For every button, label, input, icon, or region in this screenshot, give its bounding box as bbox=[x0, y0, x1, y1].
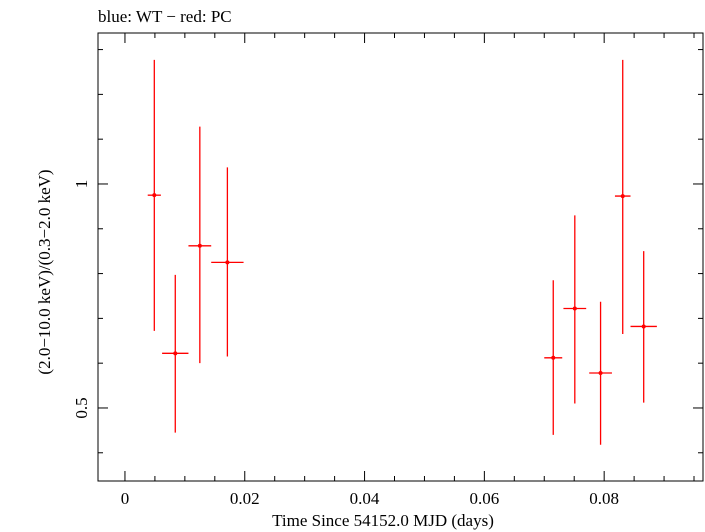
y-tick-label: 0.5 bbox=[72, 397, 91, 418]
y-axis-label: (2.0−10.0 keV)/(0.3−2.0 keV) bbox=[35, 169, 54, 374]
data-series-pc bbox=[147, 59, 657, 445]
point-marker bbox=[620, 194, 625, 199]
x-tick-label: 0.06 bbox=[469, 489, 499, 508]
point-marker bbox=[641, 324, 646, 329]
x-tick-label: 0.08 bbox=[589, 489, 619, 508]
y-tick-label: 1 bbox=[72, 180, 91, 189]
point-marker bbox=[572, 306, 577, 311]
point-marker bbox=[173, 351, 178, 356]
y-axis: 0.51 bbox=[72, 49, 703, 454]
data-point bbox=[211, 167, 244, 357]
point-marker bbox=[152, 193, 157, 198]
x-axis-label: Time Since 54152.0 MJD (days) bbox=[272, 511, 494, 530]
data-point bbox=[630, 251, 657, 403]
plot-frame bbox=[97, 32, 704, 482]
x-tick-label: 0.02 bbox=[230, 489, 260, 508]
data-point bbox=[589, 301, 612, 445]
point-marker bbox=[197, 243, 202, 248]
chart-title: blue: WT − red: PC bbox=[98, 7, 232, 26]
data-point bbox=[563, 215, 587, 404]
point-marker bbox=[225, 260, 230, 265]
x-axis: 0 0.02 0.04 0.06 0.08 bbox=[121, 33, 695, 508]
data-point bbox=[614, 59, 631, 335]
point-marker bbox=[598, 371, 603, 376]
data-point bbox=[147, 59, 161, 331]
x-tick-label: 0 bbox=[121, 489, 130, 508]
data-point bbox=[188, 126, 212, 364]
data-point bbox=[544, 280, 563, 435]
data-point bbox=[162, 274, 189, 433]
x-tick-label: 0.04 bbox=[350, 489, 380, 508]
point-marker bbox=[551, 355, 556, 360]
